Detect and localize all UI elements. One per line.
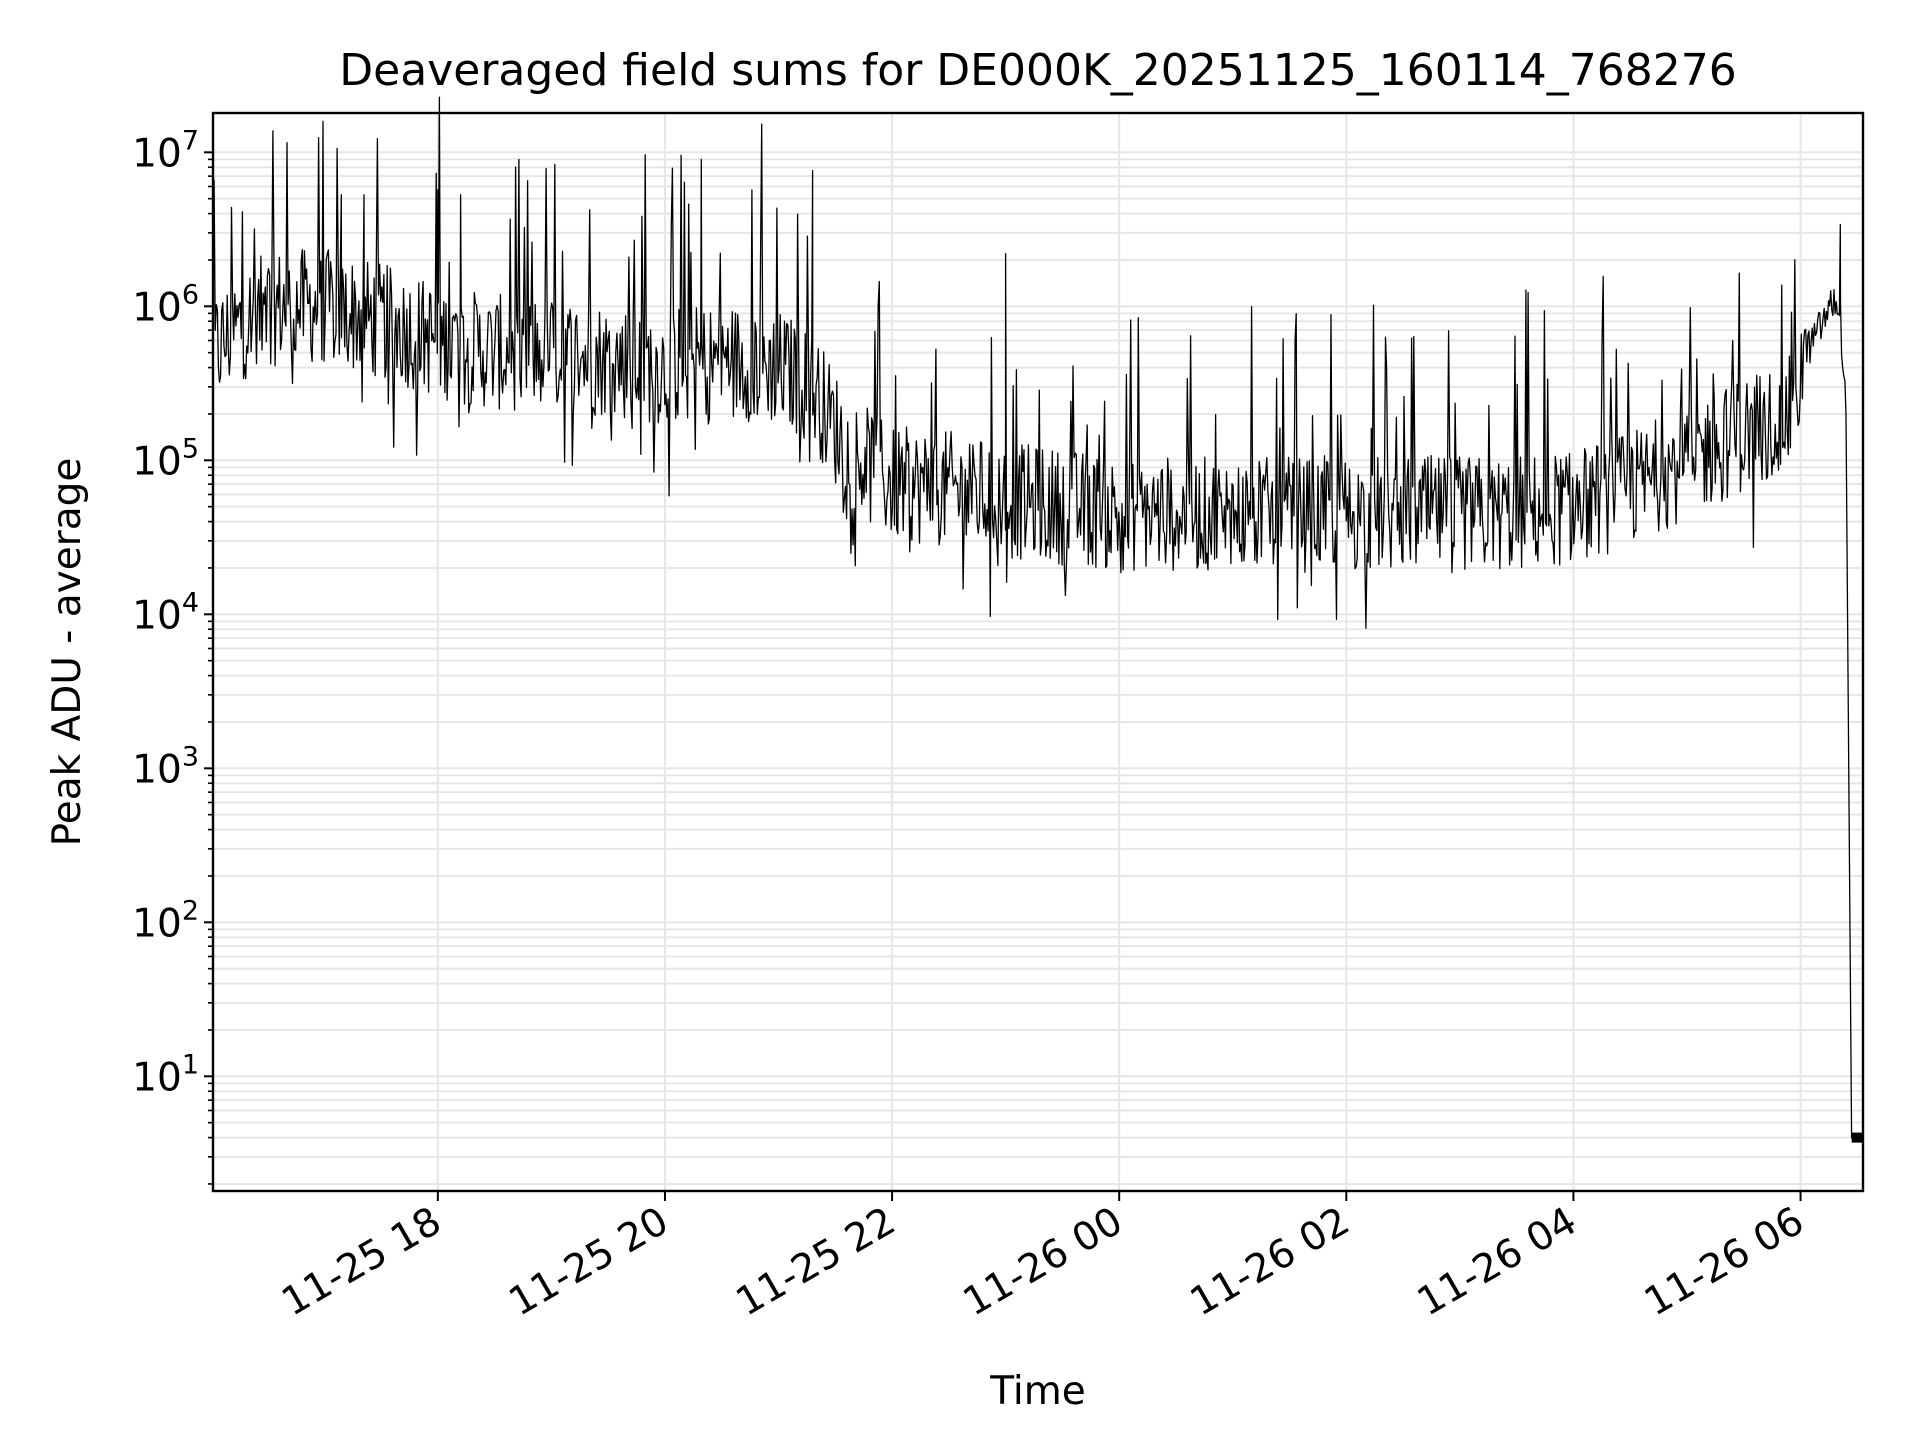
- series-line: [212, 96, 1863, 1139]
- y-tick-label: 105: [132, 433, 199, 484]
- y-tick-label: 103: [132, 741, 199, 792]
- series-layer: [212, 96, 1863, 1143]
- y-axis-label: Peak ADU - average: [45, 458, 90, 847]
- y-tick-label: 104: [132, 587, 199, 638]
- y-tick-label: 102: [132, 895, 199, 946]
- plot-frame: [211, 111, 1865, 1193]
- y-tick-label: 106: [132, 279, 199, 330]
- y-tick-label: 107: [132, 125, 199, 176]
- chart-title: Deaveraged field sums for DE000K_2025112…: [339, 45, 1736, 96]
- y-tick-label: 101: [132, 1049, 199, 1100]
- x-axis-label: Time: [989, 1369, 1085, 1414]
